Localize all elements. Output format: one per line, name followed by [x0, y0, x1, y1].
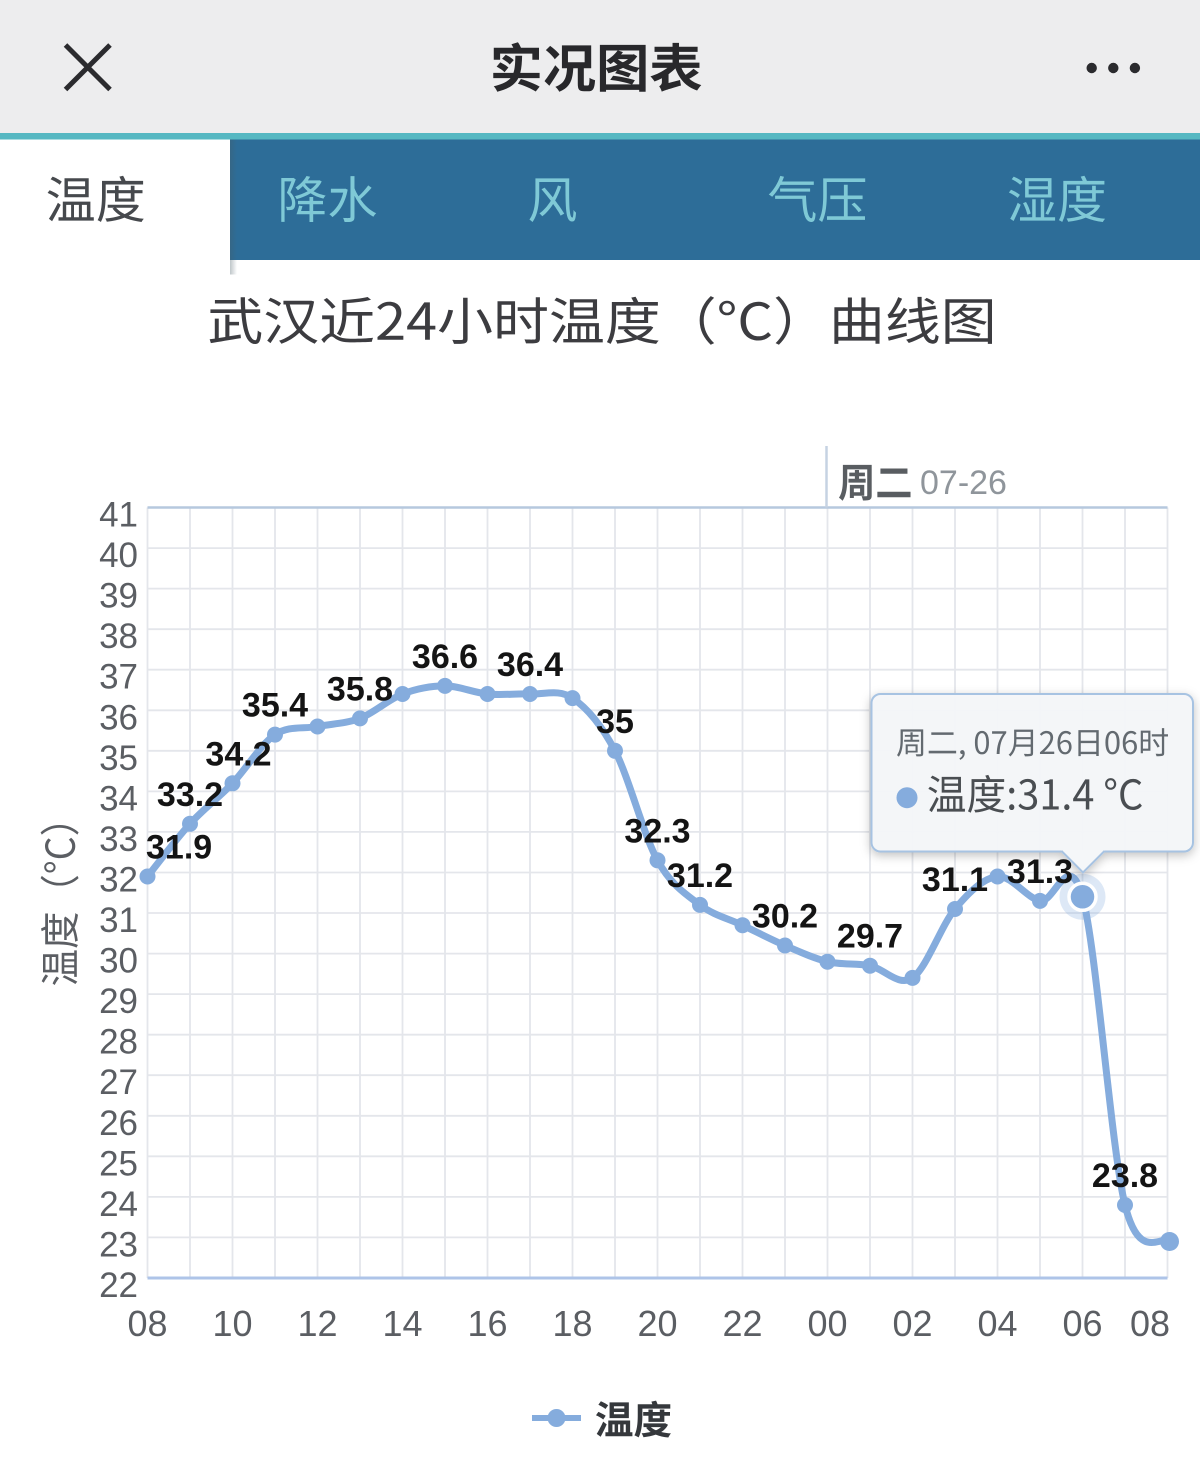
svg-text:40: 40 — [99, 536, 138, 575]
svg-text:37: 37 — [99, 658, 138, 697]
svg-text:32: 32 — [99, 861, 138, 900]
svg-text:31.3: 31.3 — [1007, 853, 1073, 891]
svg-text:33.2: 33.2 — [157, 776, 223, 814]
svg-text:23.8: 23.8 — [1092, 1157, 1158, 1195]
svg-text:27: 27 — [99, 1063, 138, 1102]
svg-text:25: 25 — [99, 1144, 138, 1183]
svg-text:36.6: 36.6 — [412, 638, 478, 676]
svg-text:22: 22 — [99, 1266, 138, 1305]
svg-text:41: 41 — [99, 496, 138, 535]
svg-text:31.9: 31.9 — [146, 829, 212, 867]
svg-text:36: 36 — [99, 698, 138, 737]
svg-text:39: 39 — [99, 577, 138, 616]
svg-text:10: 10 — [212, 1303, 252, 1344]
svg-text:07-26: 07-26 — [920, 464, 1007, 502]
svg-text:30: 30 — [99, 942, 138, 981]
svg-text:38: 38 — [99, 617, 138, 656]
svg-text:26: 26 — [99, 1104, 138, 1143]
svg-text:28: 28 — [99, 1023, 138, 1062]
svg-text:20: 20 — [637, 1303, 677, 1344]
svg-text:16: 16 — [467, 1303, 507, 1344]
svg-text:29.7: 29.7 — [837, 918, 903, 956]
svg-text:08: 08 — [127, 1303, 167, 1344]
svg-text:32.3: 32.3 — [624, 812, 690, 850]
svg-text:35.8: 35.8 — [327, 670, 393, 708]
svg-text:33: 33 — [99, 820, 138, 859]
svg-text:02: 02 — [892, 1303, 932, 1344]
svg-text:36.4: 36.4 — [497, 646, 563, 684]
svg-text:23: 23 — [99, 1225, 138, 1264]
svg-text:08: 08 — [1130, 1303, 1170, 1344]
svg-text:31.2: 31.2 — [667, 857, 733, 895]
svg-text:35.4: 35.4 — [242, 687, 308, 725]
svg-text:34.2: 34.2 — [205, 735, 271, 773]
svg-text:31.1: 31.1 — [922, 861, 988, 899]
svg-text:29: 29 — [99, 982, 138, 1021]
svg-text:00: 00 — [807, 1303, 847, 1344]
svg-text:12: 12 — [297, 1303, 337, 1344]
svg-text:04: 04 — [977, 1303, 1017, 1344]
svg-text:22: 22 — [722, 1303, 762, 1344]
svg-text:31: 31 — [99, 901, 138, 940]
svg-text:34: 34 — [99, 779, 138, 818]
svg-text:14: 14 — [382, 1303, 422, 1344]
svg-text:06: 06 — [1062, 1303, 1102, 1344]
svg-text:35: 35 — [99, 739, 138, 778]
svg-text:30.2: 30.2 — [752, 898, 818, 936]
svg-text:24: 24 — [99, 1185, 138, 1224]
svg-text:35: 35 — [596, 703, 634, 741]
svg-text:18: 18 — [552, 1303, 592, 1344]
